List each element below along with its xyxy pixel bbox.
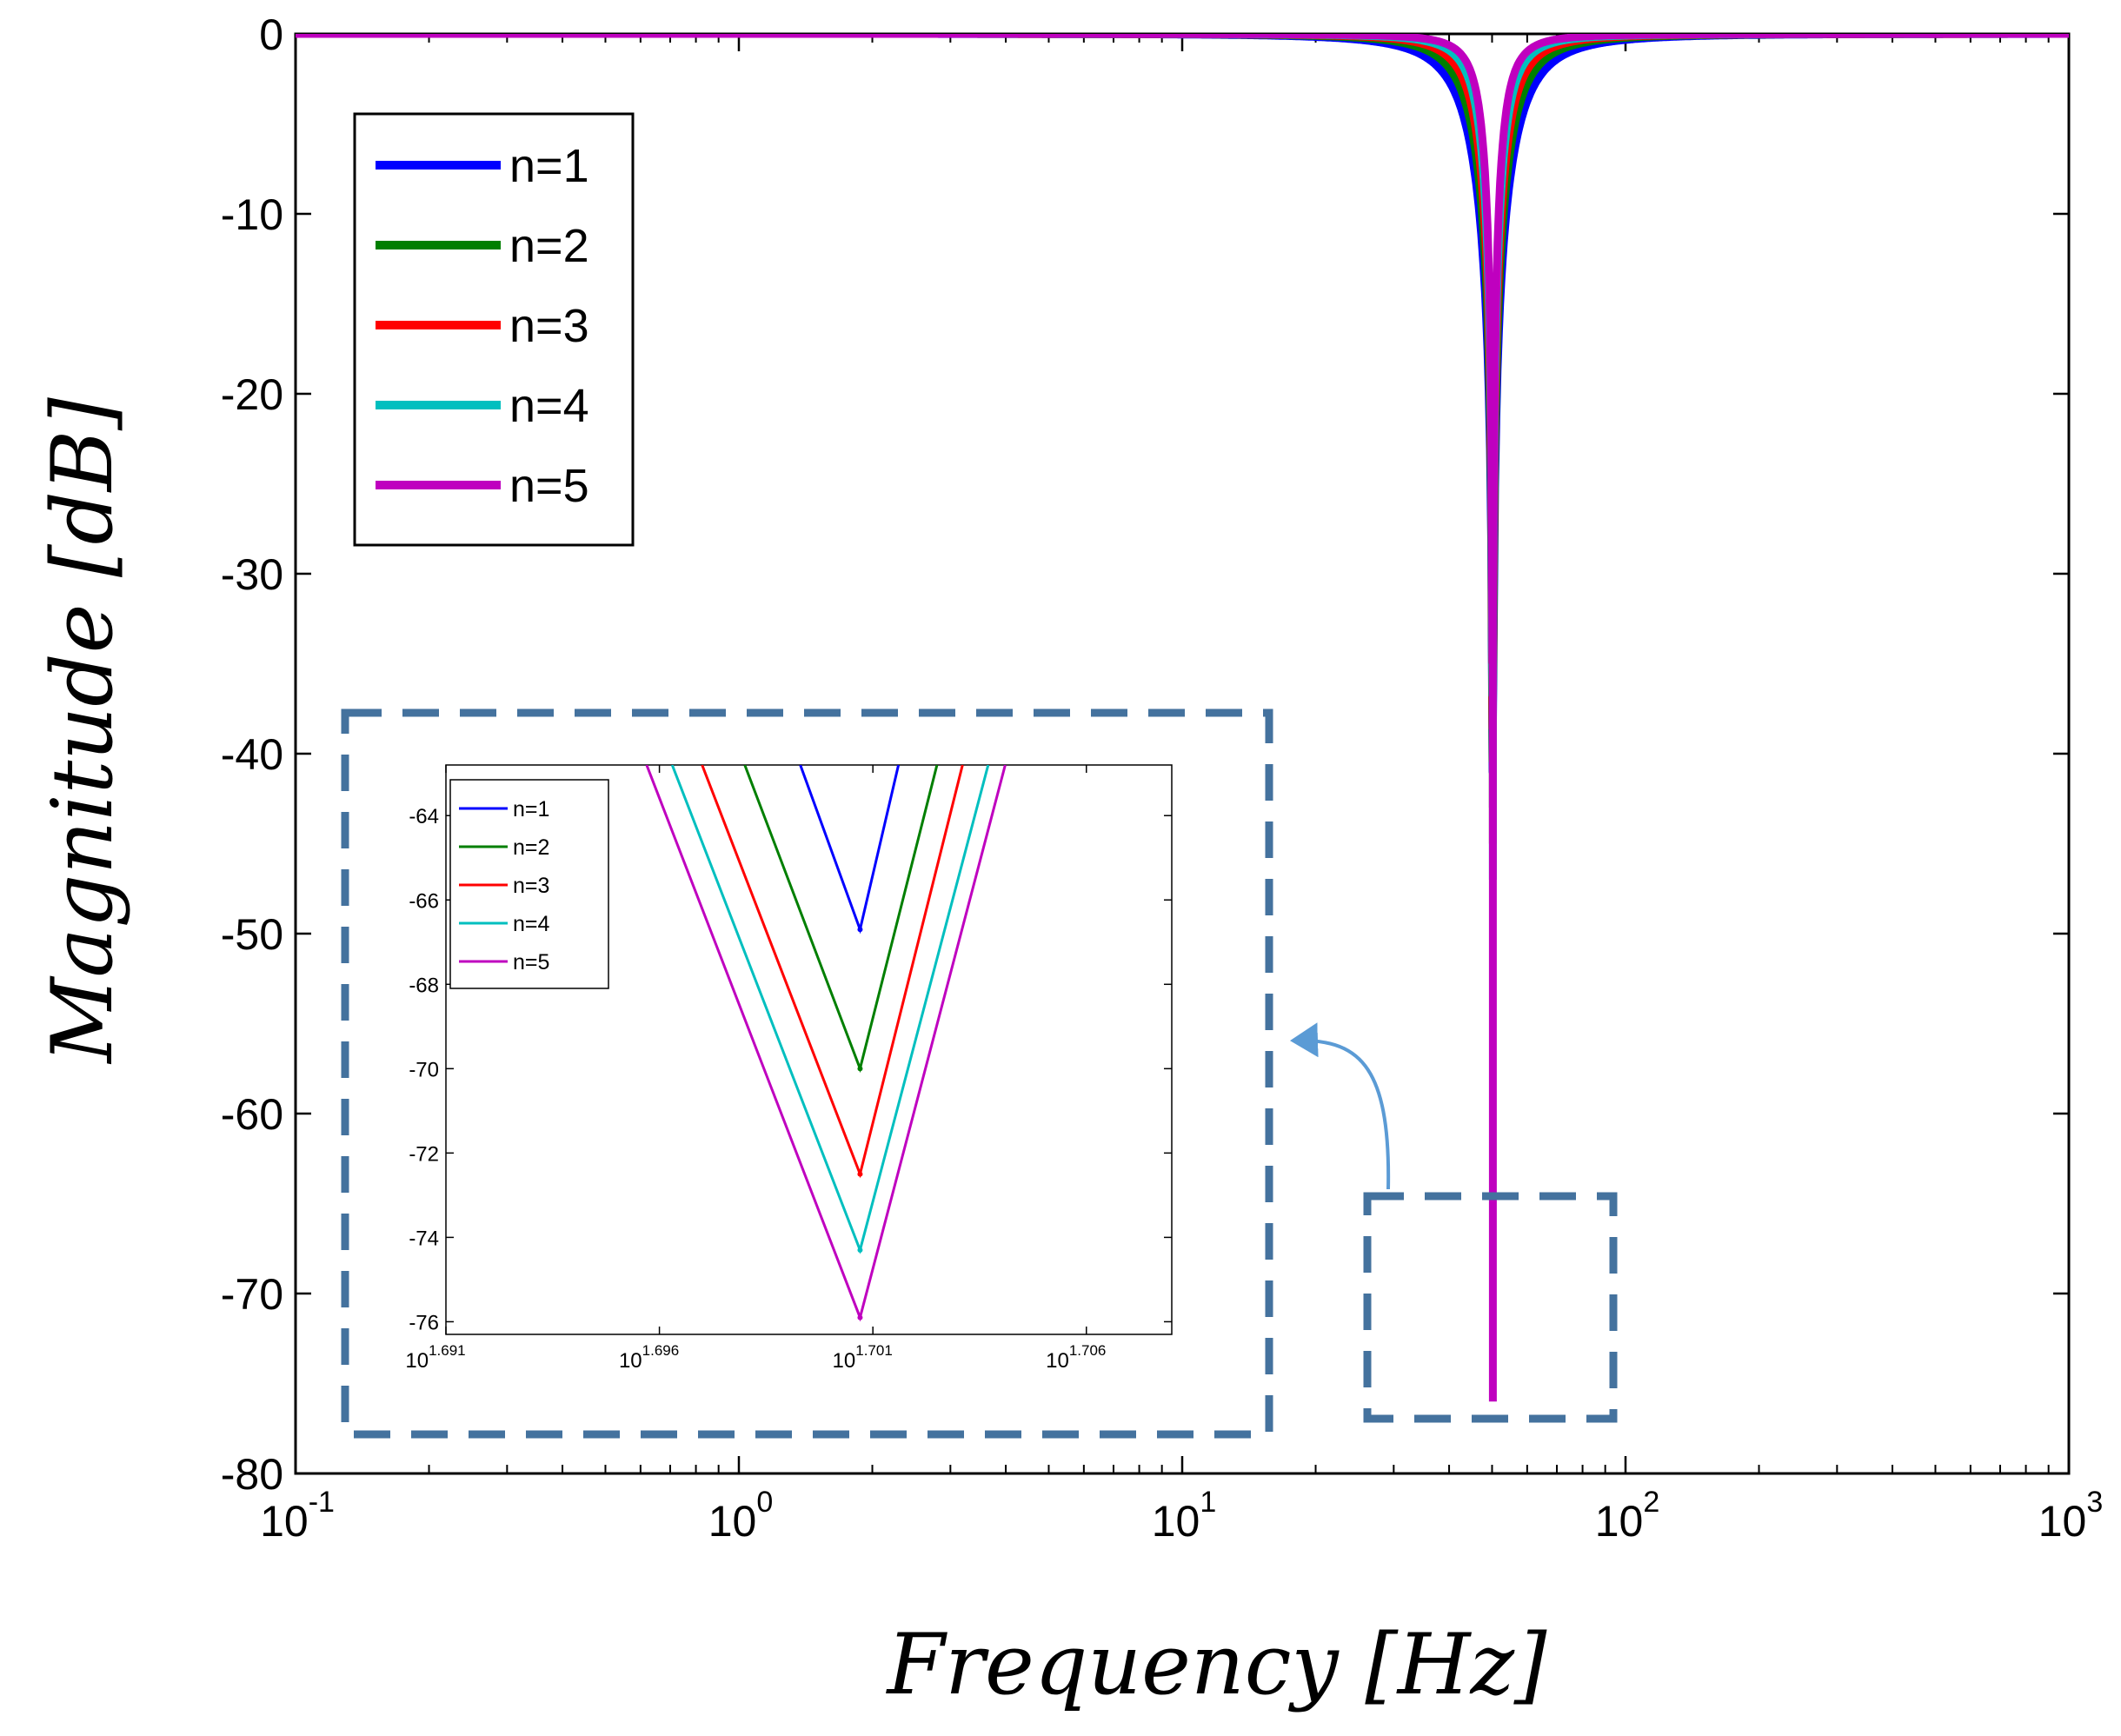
inset-min-point-n=3 — [857, 1171, 863, 1177]
inset-legend-label-n=1: n=1 — [513, 797, 549, 821]
legend-label-n=5: n=5 — [509, 460, 589, 512]
legend-label-n=4: n=4 — [509, 380, 589, 432]
inset-y-tick-label: -70 — [409, 1058, 439, 1081]
inset-curves — [645, 765, 1007, 1322]
legend-label-n=2: n=2 — [509, 220, 589, 272]
y-tick-label: -40 — [221, 730, 283, 779]
inset-x-tick-label: 101.706 — [1046, 1342, 1106, 1373]
inset-legend-label-n=2: n=2 — [513, 835, 549, 860]
inset-min-point-n=1 — [857, 927, 863, 933]
inset-legend-label-n=3: n=3 — [513, 874, 549, 898]
inset-plot: -64 -66 -68 -70 -72 -74 -76 101.691 101.696 101.7… — [405, 764, 1173, 1373]
inset-legend-label-n=5: n=5 — [513, 950, 549, 974]
x-tick-label: 103 — [2038, 1486, 2104, 1546]
zoom-arrow — [1290, 1022, 1391, 1190]
main-legend: n=1 n=2 n=3 n=4 n=5 — [353, 112, 635, 547]
inset-y-tick-label: -68 — [409, 974, 439, 997]
zoom-region-box — [1363, 1192, 1618, 1423]
x-tick-label: 100 — [708, 1486, 774, 1546]
inset-min-point-n=4 — [857, 1247, 863, 1253]
y-tick-label: -80 — [221, 1450, 283, 1499]
inset-min-point-n=5 — [857, 1314, 863, 1320]
y-tick-label: 0 — [259, 10, 283, 59]
y-tick-label: -50 — [221, 910, 283, 959]
main-curves — [296, 34, 2069, 1402]
y-axis-title: Magnitude [dB] — [34, 397, 131, 1065]
y-tick-label: -30 — [221, 550, 283, 599]
inset-legend: n=1 n=2 n=3 n=4 n=5 — [449, 779, 609, 989]
inset-legend-label-n=4: n=4 — [513, 912, 550, 936]
inset-min-point-n=2 — [857, 1066, 863, 1072]
inset-y-tick-label: -74 — [409, 1227, 439, 1250]
inset-x-tick-label: 101.701 — [833, 1342, 893, 1373]
legend-label-n=1: n=1 — [509, 140, 589, 192]
y-tick-label: -60 — [221, 1090, 283, 1139]
inset-y-tick-label: -64 — [409, 805, 439, 828]
series-line-n=5 — [296, 34, 2069, 1402]
inset-y-tick-label: -72 — [409, 1142, 439, 1166]
y-tick-label: -20 — [221, 370, 283, 419]
inset-y-tick-label: -76 — [409, 1311, 439, 1334]
inset-x-tick-label: 101.691 — [405, 1342, 465, 1373]
x-axis-title: Frequency [Hz] — [886, 1616, 1548, 1713]
y-tick-label: -10 — [221, 190, 283, 239]
x-tick-label: 101 — [1152, 1486, 1217, 1546]
inset-x-tick-label: 101.696 — [619, 1342, 679, 1373]
inset-y-tick-label: -66 — [409, 889, 439, 913]
zoom-annotations — [341, 708, 1618, 1439]
inset-frame-box — [341, 708, 1273, 1439]
legend-label-n=3: n=3 — [509, 300, 589, 352]
x-tick-label: 102 — [1595, 1486, 1660, 1546]
y-tick-label: -70 — [221, 1270, 283, 1319]
x-tick-label: 10-1 — [260, 1486, 335, 1546]
